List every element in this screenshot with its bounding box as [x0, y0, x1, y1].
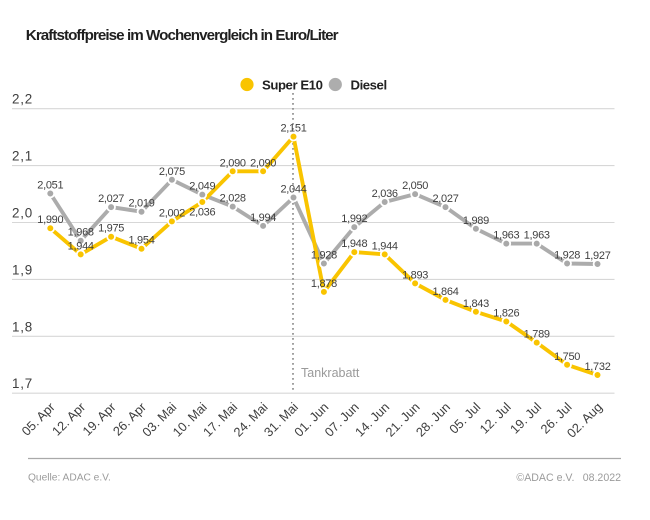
svg-text:2,051: 2,051 [37, 180, 63, 192]
svg-text:1,948: 1,948 [341, 238, 367, 250]
svg-text:1,878: 1,878 [311, 278, 337, 290]
svg-text:Quelle: ADAC e.V.: Quelle: ADAC e.V. [28, 473, 111, 484]
svg-text:1,864: 1,864 [432, 286, 458, 298]
svg-text:1,8: 1,8 [12, 319, 33, 334]
svg-text:2,075: 2,075 [159, 166, 185, 178]
svg-text:2,019: 2,019 [128, 198, 154, 210]
svg-text:Kraftstoffpreise im Wochenverg: Kraftstoffpreise im Wochenvergleich in E… [26, 27, 339, 44]
svg-text:1,843: 1,843 [463, 298, 489, 310]
svg-text:1,989: 1,989 [463, 215, 489, 227]
svg-text:2,044: 2,044 [280, 184, 306, 196]
svg-text:2,151: 2,151 [280, 123, 306, 135]
svg-text:1,826: 1,826 [493, 308, 519, 320]
svg-text:1,990: 1,990 [37, 214, 63, 226]
svg-text:1,944: 1,944 [68, 240, 94, 252]
svg-text:1,963: 1,963 [493, 230, 519, 242]
svg-text:2,027: 2,027 [432, 193, 458, 205]
svg-text:1,927: 1,927 [584, 250, 610, 262]
svg-text:2,2: 2,2 [12, 92, 33, 107]
svg-text:2,090: 2,090 [250, 157, 276, 169]
svg-text:1,893: 1,893 [402, 269, 428, 281]
svg-text:2,049: 2,049 [189, 181, 215, 193]
svg-text:1,789: 1,789 [524, 329, 550, 341]
svg-text:1,9: 1,9 [12, 262, 33, 277]
svg-text:2,028: 2,028 [220, 193, 246, 205]
svg-text:Diesel: Diesel [351, 77, 387, 92]
svg-text:1,968: 1,968 [68, 227, 94, 239]
svg-text:1,7: 1,7 [12, 376, 33, 391]
svg-text:Super E10: Super E10 [262, 77, 323, 92]
svg-text:1,928: 1,928 [554, 250, 580, 262]
svg-text:1,944: 1,944 [372, 240, 398, 252]
svg-text:2,090: 2,090 [220, 157, 246, 169]
svg-text:2,036: 2,036 [189, 207, 215, 219]
svg-text:1,994: 1,994 [250, 212, 276, 224]
svg-text:2,0: 2,0 [12, 206, 33, 221]
svg-text:Tankrabatt: Tankrabatt [301, 366, 360, 380]
svg-text:2,002: 2,002 [159, 207, 185, 219]
svg-text:©ADAC e.V. 08.2022: ©ADAC e.V. 08.2022 [516, 472, 621, 484]
svg-text:1,963: 1,963 [524, 230, 550, 242]
svg-text:1,975: 1,975 [98, 223, 124, 235]
svg-text:2,1: 2,1 [12, 149, 33, 164]
svg-text:1,750: 1,750 [554, 351, 580, 363]
svg-text:1,992: 1,992 [341, 213, 367, 225]
svg-text:1,732: 1,732 [584, 361, 610, 373]
svg-text:2,050: 2,050 [402, 180, 428, 192]
svg-text:2,027: 2,027 [98, 193, 124, 205]
svg-text:2,036: 2,036 [372, 188, 398, 200]
svg-text:1,954: 1,954 [128, 235, 154, 247]
svg-text:1,928: 1,928 [311, 250, 337, 262]
